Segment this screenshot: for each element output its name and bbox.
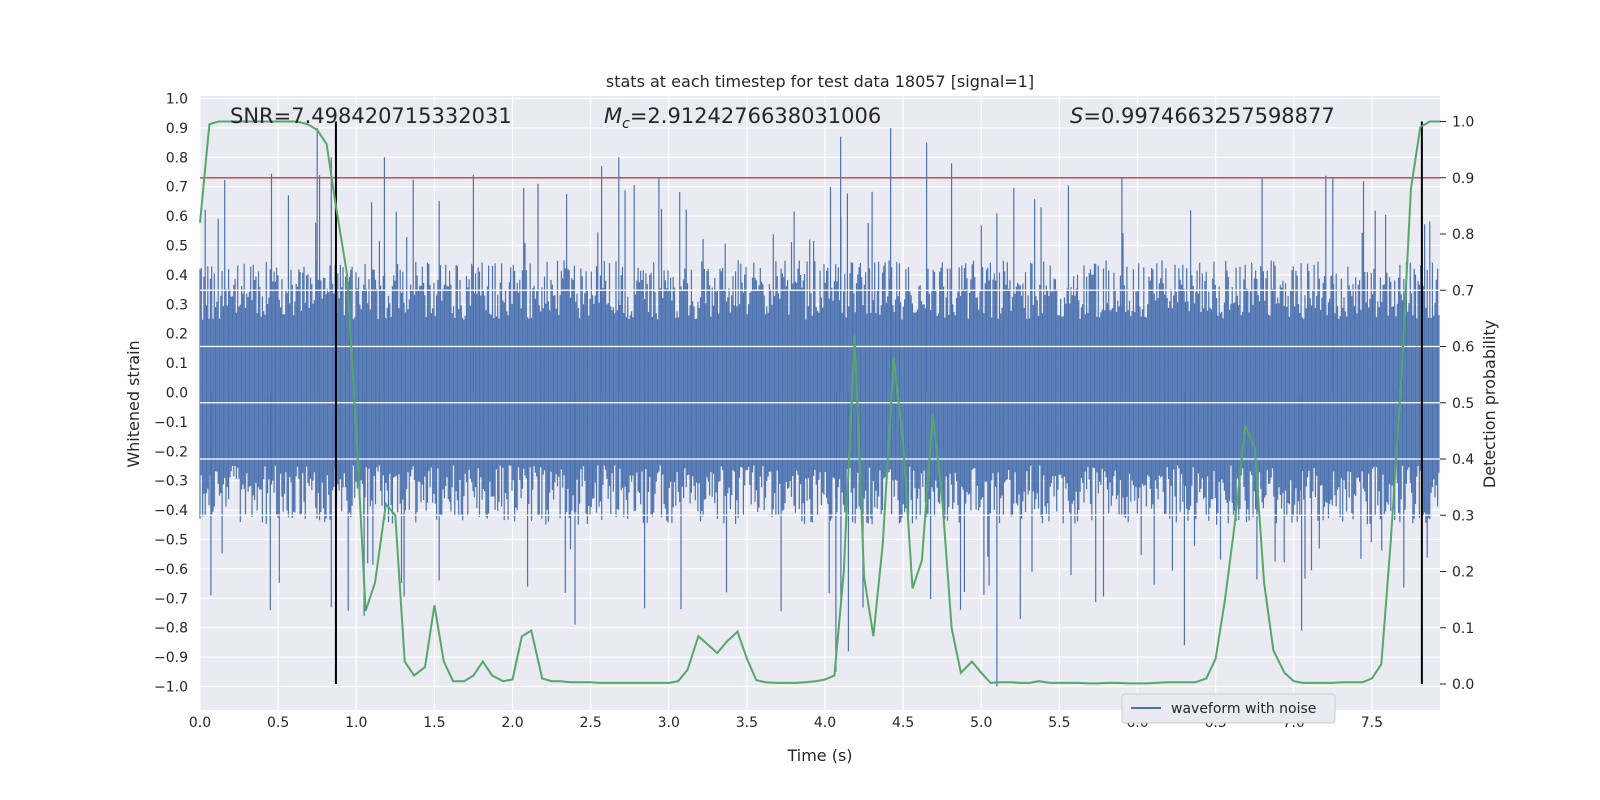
score-symbol: S bbox=[1070, 104, 1083, 128]
chirp-mass-annotation: Mc=2.9124276638031006 bbox=[604, 104, 881, 132]
y-tick-label: −0.7 bbox=[154, 591, 188, 607]
y-axis-ticks: 1.0 0.9 0.8 0.7 0.6 0.5 0.4 0.3 0.2 0.1 0.0 −0.1 −0.… bbox=[154, 92, 188, 696]
y2-tick-label: 1.0 bbox=[1452, 115, 1474, 131]
y-tick-label: 0.6 bbox=[166, 209, 188, 225]
y-tick-label: −0.2 bbox=[154, 444, 188, 460]
score-value: =0.9974663257598877 bbox=[1083, 104, 1334, 128]
x-tick-label: 2.0 bbox=[501, 715, 523, 731]
y2-tick-label: 0.5 bbox=[1452, 396, 1474, 412]
legend-label: waveform with noise bbox=[1171, 701, 1316, 717]
y2-tick-label: 0.2 bbox=[1452, 565, 1474, 581]
y-tick-label: 0.0 bbox=[166, 386, 188, 402]
y-tick-label: 0.8 bbox=[166, 150, 188, 166]
legend-box bbox=[1121, 693, 1336, 724]
y-tick-label: −0.3 bbox=[154, 474, 188, 490]
y2-axis-label: Detection probability bbox=[1480, 320, 1499, 488]
x-axis-label: Time (s) bbox=[786, 746, 852, 765]
y-tick-label: −0.5 bbox=[154, 533, 188, 549]
score-annotation: S=0.9974663257598877 bbox=[1070, 104, 1335, 128]
y2-tick-label: 0.8 bbox=[1452, 227, 1474, 243]
chirp-mass-symbol: M bbox=[604, 104, 622, 128]
x-tick-label: 0.0 bbox=[189, 715, 211, 731]
y-tick-label: 0.2 bbox=[166, 327, 188, 343]
y2-tick-label: 0.4 bbox=[1452, 452, 1474, 468]
waveform-series bbox=[199, 127, 1440, 687]
x-tick-label: 5.0 bbox=[970, 715, 992, 731]
event-boundary-lines bbox=[334, 121, 1423, 684]
legend: waveform with noise bbox=[1121, 693, 1336, 724]
y-tick-label: −0.1 bbox=[154, 415, 188, 431]
y-tick-label: 0.9 bbox=[166, 121, 188, 137]
y2-tick-label: 0.0 bbox=[1452, 677, 1474, 693]
y2-tick-label: 0.9 bbox=[1452, 171, 1474, 187]
x-tick-label: 4.5 bbox=[892, 715, 914, 731]
snr-annotation: SNR=7.498420715332031 bbox=[230, 104, 512, 128]
y-tick-label: 0.5 bbox=[166, 239, 188, 255]
x-tick-label: 5.5 bbox=[1048, 715, 1070, 731]
y-axis-label: Whitened strain bbox=[124, 340, 143, 467]
y2-tick-label: 0.1 bbox=[1452, 621, 1474, 637]
y-tick-label: 0.7 bbox=[166, 180, 188, 196]
chirp-mass-value: =2.9124276638031006 bbox=[630, 104, 881, 128]
y2-axis-ticks: 1.0 0.9 0.8 0.7 0.6 0.5 0.4 0.3 0.2 0.1 0.0 bbox=[1440, 115, 1474, 693]
y-tick-label: −0.6 bbox=[154, 562, 188, 578]
y-tick-label: 0.4 bbox=[166, 268, 188, 284]
y-tick-label: −0.8 bbox=[154, 621, 188, 637]
x-tick-label: 7.5 bbox=[1361, 715, 1383, 731]
x-tick-label: 2.5 bbox=[579, 715, 601, 731]
y-tick-label: 1.0 bbox=[166, 92, 188, 108]
x-tick-label: 1.5 bbox=[423, 715, 445, 731]
y-tick-label: 0.3 bbox=[166, 297, 188, 313]
x-tick-label: 3.0 bbox=[658, 715, 680, 731]
x-tick-label: 3.5 bbox=[736, 715, 758, 731]
y-tick-label: −1.0 bbox=[154, 680, 188, 696]
x-tick-label: 1.0 bbox=[345, 715, 367, 731]
y2-tick-label: 0.7 bbox=[1452, 283, 1474, 299]
chirp-mass-subscript: c bbox=[622, 116, 630, 132]
chart-title: stats at each timestep for test data 180… bbox=[606, 72, 1034, 91]
y-tick-label: −0.9 bbox=[154, 650, 188, 666]
y-tick-label: 0.1 bbox=[166, 356, 188, 372]
x-tick-label: 4.0 bbox=[814, 715, 836, 731]
detection-probability-line bbox=[199, 120, 1441, 685]
y2-tick-label: 0.6 bbox=[1452, 340, 1474, 356]
y-tick-label: −0.4 bbox=[154, 503, 188, 519]
y2-tick-label: 0.3 bbox=[1452, 508, 1474, 524]
x-tick-label: 0.5 bbox=[267, 715, 289, 731]
